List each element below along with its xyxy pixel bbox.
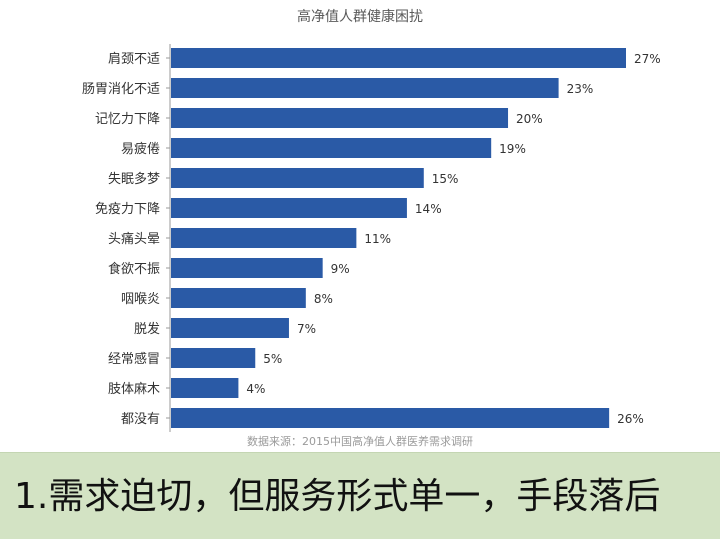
bar (171, 288, 306, 308)
category-label: 都没有 (121, 412, 160, 427)
value-label: 26% (617, 412, 644, 426)
bar (171, 48, 626, 68)
bar (171, 348, 256, 368)
bar (171, 228, 357, 248)
category-label: 失眠多梦 (108, 171, 160, 187)
bar (171, 138, 492, 158)
category-label: 肢体麻木 (108, 381, 160, 397)
value-label: 20% (516, 112, 543, 126)
value-label: 9% (331, 262, 350, 276)
bar (171, 378, 239, 398)
chart-title: 高净值人群健康困扰 (297, 9, 423, 25)
bar (171, 318, 289, 338)
value-label: 7% (297, 322, 316, 336)
category-label: 咽喉炎 (121, 292, 160, 307)
category-label: 头痛头晕 (108, 231, 160, 247)
category-label: 易疲倦 (121, 141, 160, 157)
bar-chart: 肩颈不适 27% 肠胃消化不适 23% 记忆力下降 20% 易疲倦 19% 失眠多梦 15% 免疫力… (82, 44, 661, 432)
value-label: 19% (499, 142, 526, 156)
category-label: 脱发 (134, 321, 160, 337)
category-label: 肠胃消化不适 (82, 82, 160, 97)
bar (171, 108, 509, 128)
bar (171, 168, 424, 188)
value-label: 4% (246, 382, 265, 396)
category-label: 记忆力下降 (95, 111, 160, 127)
bar (171, 408, 610, 428)
chart-area: 高净值人群健康困扰 肩颈不适 27% 肠胃消化不适 23% 记忆力下降 20% 易疲倦 19%… (81, 9, 661, 448)
category-label: 食欲不振 (108, 261, 160, 277)
bar (171, 78, 559, 98)
bar (171, 198, 407, 218)
value-label: 14% (415, 202, 442, 216)
headline-text: 1.需求迫切，但服务形式单一，手段落后 (14, 476, 661, 517)
bar (171, 258, 323, 278)
value-label: 15% (432, 172, 459, 186)
category-label: 肩颈不适 (108, 51, 160, 67)
value-label: 23% (567, 82, 594, 96)
category-label: 免疫力下降 (95, 201, 160, 217)
value-label: 27% (634, 52, 661, 66)
value-label: 8% (314, 292, 333, 306)
category-label: 经常感冒 (108, 351, 160, 367)
headline-banner: 1.需求迫切，但服务形式单一，手段落后 (0, 452, 720, 539)
source-note: 数据来源：2015中国高净值人群医养需求调研 (247, 435, 473, 448)
value-label: 5% (263, 352, 282, 366)
value-label: 11% (364, 232, 391, 246)
